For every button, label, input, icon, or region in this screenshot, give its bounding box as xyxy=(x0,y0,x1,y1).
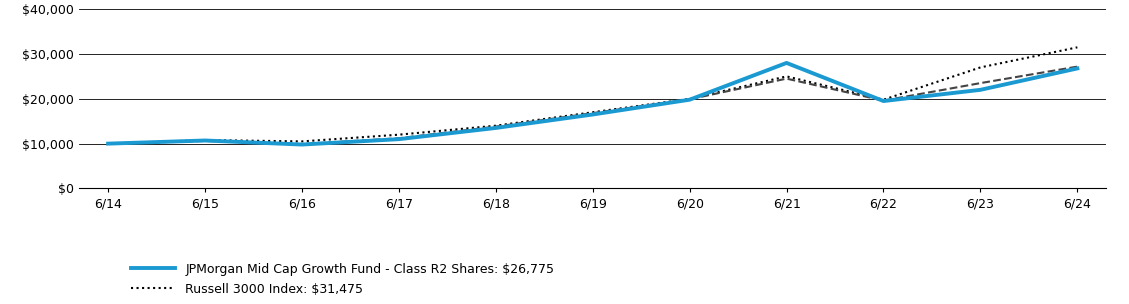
Legend: JPMorgan Mid Cap Growth Fund - Class R2 Shares: $26,775, Russell 3000 Index: $31: JPMorgan Mid Cap Growth Fund - Class R2 … xyxy=(126,257,559,304)
